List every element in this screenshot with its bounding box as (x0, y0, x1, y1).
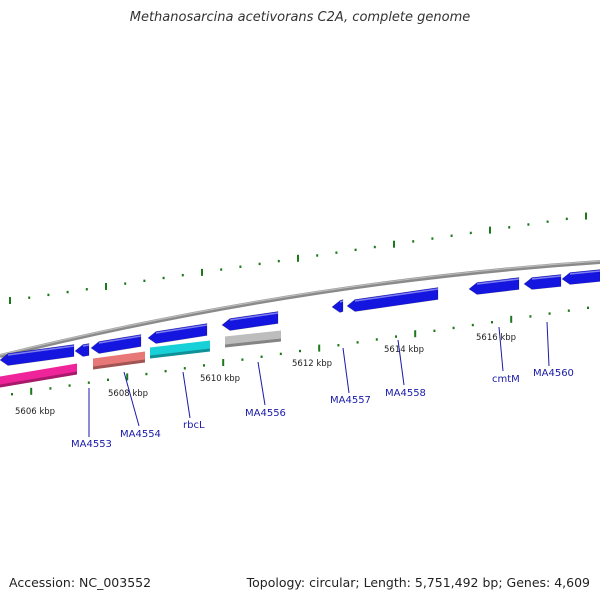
cds-arrow (331, 299, 344, 313)
cyan-feature-block (150, 340, 210, 359)
scale-label: 5612 kbp (292, 359, 332, 369)
gene-label-ma4554: MA4554 (120, 429, 161, 440)
genome-backbone (0, 260, 600, 358)
cds-arrow-highlight (229, 312, 279, 321)
salmon-feature-block (93, 351, 145, 370)
gene-label-ma4558: MA4558 (385, 388, 426, 399)
accession-label: Accession: NC_003552 (9, 575, 152, 590)
gene-leader-line (397, 339, 405, 386)
cds-arrow-shape (561, 269, 600, 285)
cds-arrow-highlight (339, 300, 344, 303)
scale-label: 5616 kbp (476, 333, 516, 343)
cds-arrow-shape (346, 287, 439, 312)
cds-arrow (0, 344, 75, 366)
genome-title: Methanosarcina acetivorans C2A, complete… (129, 10, 471, 25)
scale-label: 5614 kbp (384, 345, 424, 355)
cds-arrow-shape (468, 277, 520, 295)
cds-arrow (561, 269, 600, 285)
cds-arrow-highlight (354, 288, 439, 302)
gene-label-ma4553: MA4553 (71, 439, 112, 450)
cds-arrow (221, 311, 279, 331)
cds-arrow (523, 274, 562, 290)
salmon-feature-block-shadow (93, 359, 145, 370)
gene-leader-line (546, 321, 550, 367)
cds-arrow (468, 277, 520, 295)
pink-feature-block-shadow (0, 371, 77, 388)
genome-backbone-highlight (0, 260, 600, 356)
scale-label: 5608 kbp (108, 389, 148, 399)
cds-arrow-shape (331, 299, 344, 313)
cds-arrow-highlight (569, 270, 600, 275)
cds-arrow-highlight (155, 324, 208, 334)
cds-arrow-highlight (98, 335, 142, 344)
pink-feature-block (0, 363, 77, 388)
cds-arrow (147, 323, 208, 344)
cds-arrow-highlight (476, 278, 520, 285)
gene-label-ma4557: MA4557 (330, 395, 371, 406)
cds-arrow (346, 287, 439, 312)
gray-feature-block (225, 330, 281, 348)
cds-arrow-shape (74, 343, 90, 357)
gene-label-ma4560: MA4560 (533, 368, 574, 379)
cds-arrow-shape (90, 334, 142, 354)
gene-label-ma4556: MA4556 (245, 408, 286, 419)
cds-arrow (74, 343, 90, 357)
cds-arrow-shape (221, 311, 279, 331)
cds-arrow-shape (523, 274, 562, 290)
cyan-feature-block-shadow (150, 348, 210, 359)
cds-arrow-highlight (7, 345, 75, 356)
genome-stats: Topology: circular; Length: 5,751,492 bp… (246, 575, 590, 590)
cds-arrow-highlight (531, 275, 562, 280)
gene-label-cmtm: cmtM (492, 374, 520, 385)
scale-label: 5610 kbp (200, 374, 240, 384)
gene-leader-line (498, 326, 504, 372)
gene-leader-line (123, 371, 140, 427)
gene-label-rbcl: rbcL (183, 420, 205, 431)
gene-leader-line (257, 361, 266, 406)
gray-feature-block-shadow (225, 338, 281, 348)
cds-arrow-shape (0, 344, 75, 366)
cds-arrow-shape (147, 323, 208, 344)
scale-label: 5606 kbp (15, 407, 55, 417)
cds-arrow-highlight (82, 344, 90, 347)
gene-leader-line (342, 347, 350, 394)
gene-leader-line (182, 371, 191, 419)
cds-arrow (90, 334, 142, 354)
